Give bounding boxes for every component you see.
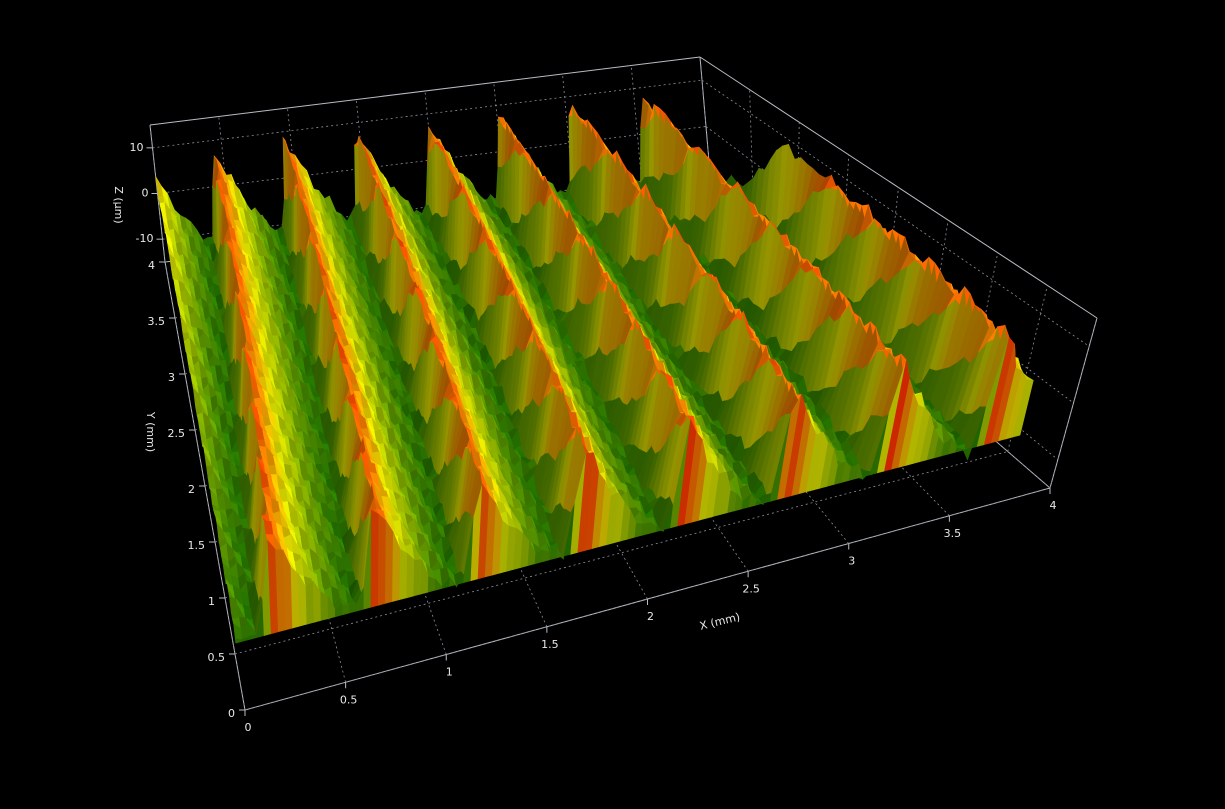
z-grid-line: [701, 79, 1090, 347]
x-grid-line: [218, 116, 234, 254]
x-grid-line: [355, 99, 371, 238]
x-grid-line: [164, 261, 246, 711]
y-grid-line: [1049, 317, 1098, 489]
surface-patch: [437, 143, 442, 218]
y-grid-line: [749, 89, 755, 233]
z-grid-line: [152, 79, 703, 149]
y-grid-line: [244, 487, 1051, 711]
surface: [155, 97, 1034, 644]
y-grid-line: [234, 451, 1008, 655]
box-edge: [149, 56, 701, 126]
x-grid-line: [287, 107, 303, 246]
surface-patch: [511, 148, 516, 224]
y-grid-line: [1007, 285, 1048, 452]
surface-patch: [507, 154, 513, 223]
x-grid-line: [630, 65, 645, 205]
